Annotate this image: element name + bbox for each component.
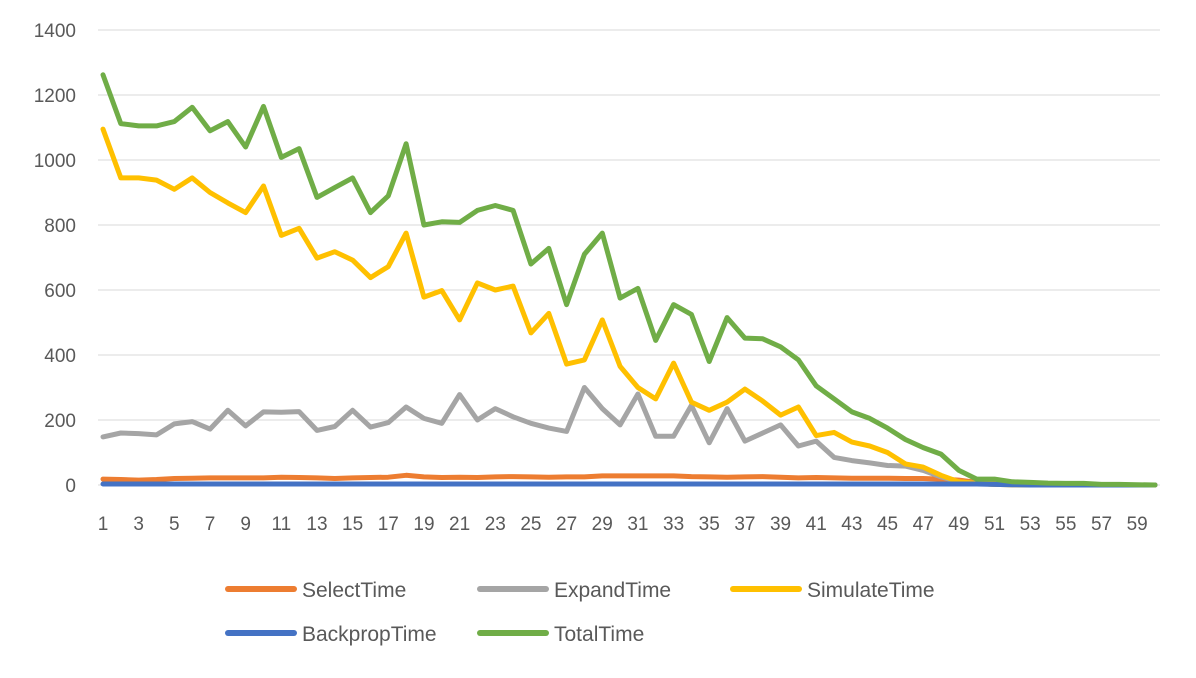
series-lines: [100, 72, 1158, 488]
x-tick-label: 5: [169, 514, 180, 535]
x-tick-label: 53: [1020, 514, 1041, 535]
legend-item-expandtime: ExpandTime: [477, 579, 671, 602]
y-tick-label: 600: [44, 281, 76, 302]
x-tick-label: 1: [98, 514, 109, 535]
x-tick-label: 49: [948, 514, 969, 535]
x-tick-label: 15: [342, 514, 363, 535]
y-tick-label: 800: [44, 216, 76, 237]
x-axis-tick-labels: 1 3 5 7 9 11 13 15 17 19 21 23 25 27 29 31 33 35 37 39 41 43 4…: [98, 514, 1148, 535]
y-tick-label: 200: [44, 411, 76, 432]
legend-item-totaltime: TotalTime: [477, 623, 644, 646]
series-line-simulatetime: [100, 126, 1158, 488]
y-tick-label: 1000: [34, 151, 76, 172]
x-tick-label: 37: [734, 514, 755, 535]
x-tick-label: 3: [133, 514, 144, 535]
x-tick-label: 25: [520, 514, 541, 535]
x-tick-label: 45: [877, 514, 898, 535]
legend-item-simulatetime: SimulateTime: [730, 579, 935, 602]
legend-label: TotalTime: [554, 623, 644, 646]
y-tick-label: 1400: [34, 21, 76, 42]
legend-label: SelectTime: [302, 579, 406, 602]
x-tick-label: 35: [699, 514, 720, 535]
x-tick-label: 43: [841, 514, 862, 535]
x-tick-label: 57: [1091, 514, 1112, 535]
series-line-totaltime: [100, 72, 1158, 488]
y-tick-label: 1200: [34, 86, 76, 107]
x-tick-label: 47: [913, 514, 934, 535]
y-tick-label: 0: [65, 476, 76, 497]
x-tick-label: 9: [240, 514, 251, 535]
x-tick-label: 17: [378, 514, 399, 535]
y-axis-tick-labels: 0 200 400 600 800 1000 1200 1400: [34, 21, 76, 497]
series-line-backproptime: [100, 481, 1158, 488]
x-tick-label: 21: [449, 514, 470, 535]
x-tick-label: 55: [1055, 514, 1076, 535]
legend-item-selecttime: SelectTime: [225, 579, 406, 602]
x-tick-label: 27: [556, 514, 577, 535]
y-tick-label: 400: [44, 346, 76, 367]
x-tick-label: 11: [271, 514, 291, 535]
legend: SelectTime ExpandTime SimulateTime Backprop…: [225, 579, 935, 646]
legend-label: ExpandTime: [554, 579, 671, 602]
legend-label: BackpropTime: [302, 623, 437, 646]
x-tick-label: 39: [770, 514, 791, 535]
series-line-expandtime: [100, 385, 1158, 488]
x-tick-label: 51: [984, 514, 1005, 535]
x-tick-label: 31: [627, 514, 648, 535]
x-tick-label: 19: [413, 514, 434, 535]
legend-label: SimulateTime: [807, 579, 935, 602]
x-tick-label: 41: [806, 514, 827, 535]
x-tick-label: 7: [205, 514, 216, 535]
x-tick-label: 59: [1127, 514, 1148, 535]
legend-item-backproptime: BackpropTime: [225, 623, 437, 646]
x-tick-label: 13: [306, 514, 327, 535]
x-tick-label: 23: [485, 514, 506, 535]
x-tick-label: 29: [592, 514, 613, 535]
x-tick-label: 33: [663, 514, 684, 535]
